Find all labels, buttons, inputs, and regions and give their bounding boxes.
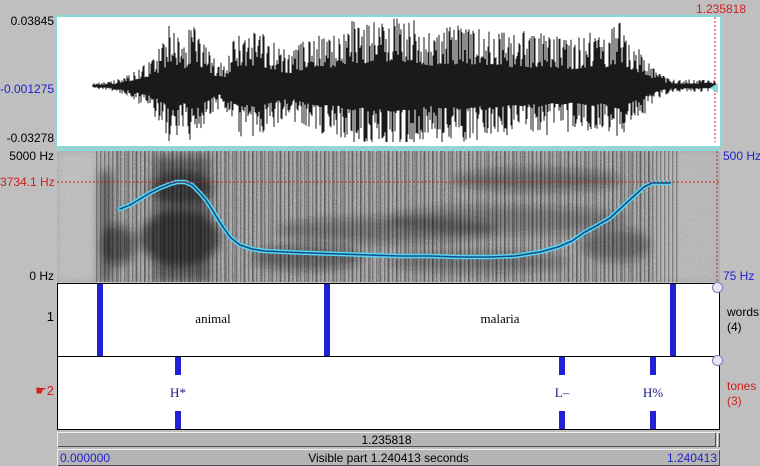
interval-boundary[interactable] — [324, 284, 330, 356]
tier-tones-count: (3) — [727, 394, 742, 408]
spectrogram-max-freq-label: 5000 Hz — [9, 149, 54, 163]
tier-handle-circle-2[interactable] — [712, 355, 723, 366]
window-start-label: 0.000000 — [60, 450, 111, 465]
point-mark-top[interactable] — [650, 357, 656, 375]
waveform-trace — [92, 18, 716, 142]
tier-tones-name: tones — [727, 379, 757, 393]
waveform-svg[interactable] — [57, 17, 716, 142]
selection-play-bar[interactable]: 1.235818 — [57, 432, 716, 447]
waveform-min-label: -0.03278 — [6, 131, 54, 145]
point-mark-top[interactable] — [175, 357, 181, 375]
tier-words[interactable]: animal malaria — [58, 284, 719, 357]
visible-part-bar[interactable]: 0.000000 Visible part 1.240413 seconds 1… — [57, 449, 720, 466]
selection-remainder-bar[interactable] — [717, 432, 720, 447]
tier2-number[interactable]: ☛2 — [35, 383, 54, 399]
interval-label[interactable]: animal — [195, 311, 231, 326]
pitch-max-label: 500 Hz — [723, 149, 760, 163]
tier1-number[interactable]: 1 — [46, 309, 54, 324]
spectrogram-panel[interactable] — [57, 149, 720, 282]
pointing-hand-icon: ☛ — [35, 384, 47, 399]
visible-part-label: Visible part 1.240413 seconds — [308, 450, 469, 465]
waveform-max-label: 0.03845 — [10, 14, 54, 28]
point-label[interactable]: L– — [554, 385, 570, 400]
pitch-min-label: 75 Hz — [723, 269, 755, 283]
tier-tones[interactable]: H* L– H% — [58, 357, 719, 429]
selection-duration-label: 1.235818 — [361, 432, 412, 447]
tier-area: animal malaria H* L– H% — [57, 283, 720, 430]
point-mark-top[interactable] — [559, 357, 565, 375]
tier-handle-circle-1[interactable] — [712, 282, 723, 293]
interval-boundary[interactable] — [97, 284, 103, 356]
cursor-time-label: 1.235818 — [695, 2, 746, 16]
point-label[interactable]: H* — [170, 385, 186, 400]
point-mark-bottom[interactable] — [650, 411, 656, 429]
point-label[interactable]: H% — [642, 385, 664, 400]
interval-label[interactable]: malaria — [480, 311, 520, 326]
point-mark-bottom[interactable] — [559, 411, 565, 429]
cursor-arrow-icon — [710, 83, 718, 93]
tier-words-name: words — [727, 305, 760, 319]
point-mark-bottom[interactable] — [175, 411, 181, 429]
window-end-label: 1.240413 — [666, 450, 717, 465]
interval-boundary[interactable] — [670, 284, 676, 356]
tier-words-count: (4) — [727, 320, 742, 334]
waveform-cursor-level-label: -0.001275 — [0, 82, 55, 96]
spectrogram-cursor-freq-label: 3734.1 Hz — [0, 175, 55, 189]
spectrogram-min-freq-label: 0 Hz — [29, 269, 54, 283]
spectrogram-texture — [57, 151, 720, 282]
